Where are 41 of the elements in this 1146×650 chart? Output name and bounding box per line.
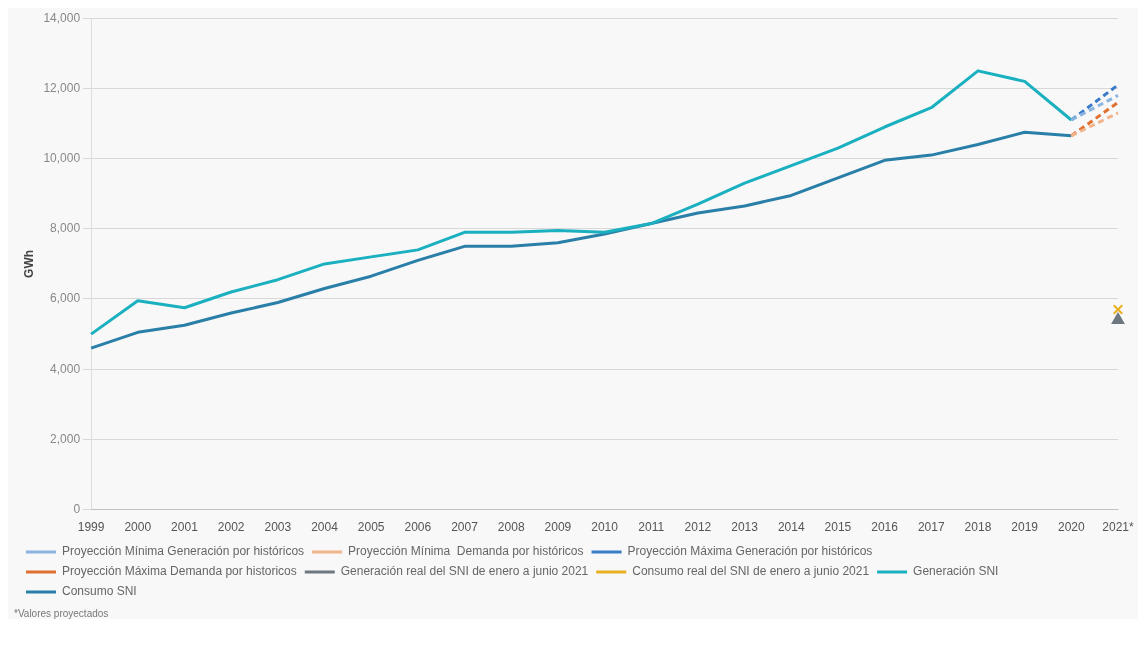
x-tick-label: 2013 xyxy=(731,520,759,535)
x-tick-label: 2012 xyxy=(684,520,712,535)
x-tick-label: 2005 xyxy=(357,520,385,535)
x-tick-label: 2015 xyxy=(824,520,852,535)
x-tick-label: 2016 xyxy=(871,520,899,535)
x-tick-label: 2017 xyxy=(917,520,945,535)
y-tick-label: 14,000 xyxy=(43,10,81,25)
x-tick-label: 2002 xyxy=(217,520,245,535)
x-tick-label: 2021* xyxy=(1102,520,1135,535)
x-tick-label: 2009 xyxy=(544,520,572,535)
x-tick-label: 2001 xyxy=(171,520,199,535)
x-tick-label: 2014 xyxy=(777,520,805,535)
y-tick-label: 4,000 xyxy=(50,361,81,376)
legend-label: Proyección Máxima Demanda por historicos xyxy=(62,564,297,579)
y-tick-label: 6,000 xyxy=(50,291,81,306)
x-tick-label: 2004 xyxy=(311,520,339,535)
x-tick-label: 2019 xyxy=(1011,520,1039,535)
legend-label: Consumo SNI xyxy=(62,584,137,599)
text: *Valores proyectados xyxy=(13,608,110,619)
legend-label: Consumo real del SNI de enero a junio 2021 xyxy=(632,564,870,579)
y-tick-label: 2,000 xyxy=(50,431,81,446)
x-tick-label: 1999 xyxy=(77,520,105,535)
x-tick-label: 2000 xyxy=(124,520,152,535)
y-axis-title: GWh xyxy=(21,249,36,278)
legend-label: Proyección Mínima Generación por históricos xyxy=(62,544,305,559)
legend-label: Proyección Mínima Demanda por históricos xyxy=(348,544,584,559)
x-tick-label: 2007 xyxy=(451,520,479,535)
x-tick-label: 2018 xyxy=(964,520,992,535)
legend-label: Generación real del SNI de enero a junio 2021 xyxy=(340,564,589,579)
legend-label: Generación SNI xyxy=(913,564,999,579)
x-tick-label: 2006 xyxy=(404,520,432,535)
y-tick-label: 12,000 xyxy=(43,80,81,95)
legend-label: Proyección Máxima Generación por históricos xyxy=(627,544,873,559)
x-tick-label: 2010 xyxy=(591,520,619,535)
x-tick-label: 2008 xyxy=(497,520,525,535)
y-tick-label: 0 xyxy=(73,501,81,516)
y-tick-label: 8,000 xyxy=(50,221,81,236)
y-tick-label: 10,000 xyxy=(43,150,81,165)
x-tick-label: 2003 xyxy=(264,520,292,535)
x-tick-label: 2011 xyxy=(638,520,665,535)
x-tick-label: 2020 xyxy=(1057,520,1085,535)
